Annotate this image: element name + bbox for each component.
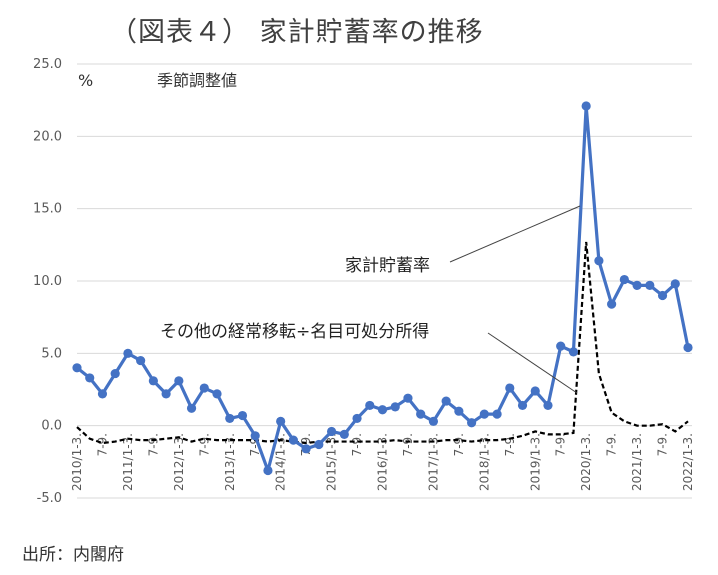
- x-tick-label: 2014/1-3.: [274, 433, 288, 491]
- x-tick-label: 7-9.: [95, 433, 109, 456]
- annotation-leader-transfer: [487, 332, 578, 394]
- data-point: [568, 347, 579, 357]
- x-tick-label: 7-9.: [197, 433, 211, 456]
- x-tick-label: 7-9.: [146, 433, 160, 456]
- x-tick-label: 2011/1-3.: [121, 433, 135, 491]
- data-point: [186, 403, 197, 413]
- series-line-transfer: [76, 241, 689, 445]
- y-tick-label: 15.0: [33, 202, 62, 217]
- data-point: [97, 389, 108, 399]
- y-tick-label: 5.0: [41, 346, 62, 361]
- x-tick-label: 2020/1-3.: [579, 433, 593, 491]
- x-tick-label: 2021/1-3.: [630, 433, 644, 491]
- data-point: [492, 409, 502, 419]
- x-tick-label: 7-9.: [248, 433, 262, 456]
- data-point: [632, 280, 642, 290]
- series-line-savings-rate: [76, 104, 690, 473]
- data-point: [607, 299, 617, 309]
- x-tick-label: 2013/1-3.: [223, 433, 237, 491]
- data-point: [543, 400, 553, 411]
- x-tick-label: 7-9.: [656, 433, 670, 456]
- data-point: [390, 402, 400, 412]
- data-point: [352, 413, 362, 424]
- data-point: [148, 376, 158, 386]
- data-point: [136, 355, 146, 366]
- data-point: [199, 383, 209, 393]
- x-tick-label: 7-9.: [554, 433, 568, 456]
- data-point: [174, 376, 184, 386]
- data-point: [454, 406, 464, 416]
- data-point: [416, 409, 426, 419]
- data-point: [110, 368, 120, 379]
- data-point: [301, 444, 311, 454]
- data-point: [479, 409, 489, 419]
- data-point: [288, 435, 298, 445]
- data-point: [530, 386, 540, 396]
- data-point: [339, 429, 349, 439]
- data-point: [365, 400, 375, 411]
- x-tick-label: 2022/1-3.: [681, 433, 695, 491]
- data-point: [645, 280, 655, 290]
- data-point: [314, 439, 324, 450]
- data-point: [619, 274, 629, 285]
- data-point: [326, 426, 337, 437]
- data-point: [276, 416, 286, 426]
- y-tick-labels: 25.0 20.0 15.0 10.0 5.0 0.0 -5.0: [33, 57, 62, 506]
- data-point: [123, 348, 133, 358]
- y-unit-note: 季節調整値: [157, 71, 237, 90]
- y-tick-label: -5.0: [37, 491, 62, 506]
- x-tick-label: 2010/1-3.: [70, 433, 84, 491]
- x-tick-label: 2017/1-3.: [426, 433, 440, 491]
- data-point: [517, 400, 528, 411]
- source-note: 出所：内閣府: [22, 545, 124, 565]
- data-point: [72, 363, 82, 373]
- data-point: [250, 431, 260, 441]
- data-point: [670, 279, 680, 289]
- data-point: [377, 405, 388, 415]
- data-point: [441, 396, 451, 406]
- data-point: [683, 342, 693, 353]
- data-point: [212, 389, 222, 399]
- x-tick-label: 2018/1-3.: [477, 433, 491, 491]
- data-point: [263, 465, 273, 476]
- x-tick-label: 2012/1-3.: [172, 433, 186, 491]
- x-tick-label: 7-9.: [401, 433, 415, 456]
- data-point: [556, 341, 566, 351]
- x-tick-label: 7-9.: [605, 433, 619, 456]
- annotation-savings-label: 家計貯蓄率: [345, 256, 430, 276]
- x-tick-label: 7-9.: [503, 433, 517, 456]
- y-unit-label: %: [78, 71, 93, 90]
- annotation-transfer-label: その他の経常移転÷名目可処分所得: [160, 322, 429, 342]
- data-point: [505, 383, 515, 393]
- y-tick-label: 0.0: [41, 419, 62, 434]
- x-tick-label: 2015/1-3.: [325, 433, 339, 491]
- data-point: [581, 101, 591, 111]
- x-tick-label: 7-9.: [452, 433, 466, 456]
- x-tick-label: 7-9.: [350, 433, 364, 456]
- data-point: [403, 393, 413, 403]
- data-point: [161, 389, 171, 399]
- chart-title: （図表４） 家計貯蓄率の推移: [110, 17, 484, 48]
- series-lines: [72, 101, 693, 476]
- data-point: [657, 290, 668, 301]
- data-point: [467, 418, 477, 428]
- y-tick-label: 10.0: [33, 274, 62, 289]
- gridlines: [77, 63, 692, 499]
- y-tick-label: 25.0: [33, 57, 62, 72]
- data-point: [594, 256, 604, 266]
- data-point: [85, 373, 95, 383]
- y-tick-label: 20.0: [33, 129, 62, 144]
- x-tick-label: 2019/1-3.: [528, 433, 542, 491]
- x-tick-label: 2016/1-3.: [376, 433, 390, 491]
- x-tick-labels: 2010/1-3. 7-9. 2011/1-3. 7-9. 2012/1-3. 7-9. 2…: [70, 433, 695, 491]
- annotations: 家計貯蓄率 その他の経常移転÷名目可処分所得: [160, 205, 581, 394]
- data-point: [225, 413, 235, 424]
- annotation-leader-savings: [449, 205, 581, 263]
- data-point: [237, 410, 248, 421]
- data-point: [428, 416, 439, 426]
